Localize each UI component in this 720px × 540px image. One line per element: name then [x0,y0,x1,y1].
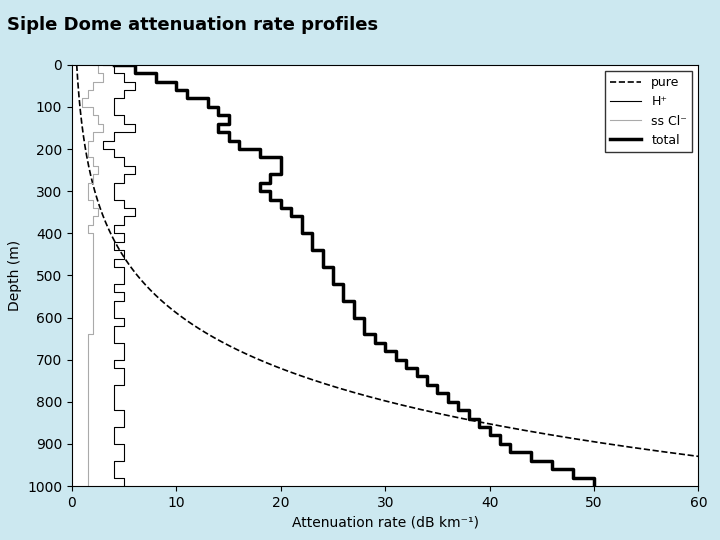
Legend: pure, H⁺, ss Cl⁻, total: pure, H⁺, ss Cl⁻, total [605,71,692,152]
total [256,154,264,161]
total [402,365,410,372]
H⁺ [120,483,128,489]
Line: H⁺: H⁺ [104,65,135,486]
Text: Siple Dome attenuation rate profiles: Siple Dome attenuation rate profiles [7,16,378,34]
H⁺ [109,340,118,346]
H⁺ [109,154,118,161]
H⁺ [99,62,108,68]
ss Cl⁻ [84,188,92,194]
total [370,340,379,346]
total [266,197,275,203]
H⁺ [109,188,118,194]
Line: ss Cl⁻: ss Cl⁻ [82,65,104,486]
X-axis label: Attenuation rate (dB km⁻¹): Attenuation rate (dB km⁻¹) [292,515,479,529]
pure [125,261,133,268]
H⁺ [109,474,118,481]
total [590,483,598,489]
ss Cl⁻ [89,62,97,68]
pure [419,407,428,413]
pure [149,289,158,296]
pure [73,62,81,68]
H⁺ [109,365,118,372]
ss Cl⁻ [84,474,92,481]
pure [127,264,135,271]
ss Cl⁻ [84,483,92,489]
total [569,474,577,481]
ss Cl⁻ [84,197,92,203]
Line: total: total [114,65,594,486]
total [256,188,264,194]
pure [176,312,184,319]
total [109,62,118,68]
ss Cl⁻ [84,340,92,346]
ss Cl⁻ [84,154,92,161]
Y-axis label: Depth (m): Depth (m) [8,240,22,311]
H⁺ [109,197,118,203]
ss Cl⁻ [84,365,92,372]
Line: pure: pure [77,65,720,486]
